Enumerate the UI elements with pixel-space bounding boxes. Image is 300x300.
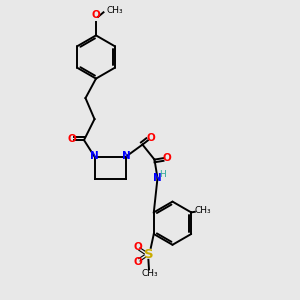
Text: H: H [160, 170, 166, 179]
Text: O: O [134, 242, 142, 252]
Text: O: O [163, 153, 172, 163]
Text: S: S [144, 248, 153, 261]
Text: CH₃: CH₃ [106, 6, 123, 15]
Text: CH₃: CH₃ [195, 206, 212, 215]
Text: O: O [134, 257, 142, 267]
Text: CH₃: CH₃ [142, 268, 158, 278]
Text: N: N [153, 173, 162, 183]
Text: O: O [91, 10, 100, 20]
Text: N: N [122, 151, 131, 161]
Text: O: O [67, 134, 76, 144]
Text: O: O [146, 133, 155, 143]
Text: N: N [90, 151, 99, 161]
